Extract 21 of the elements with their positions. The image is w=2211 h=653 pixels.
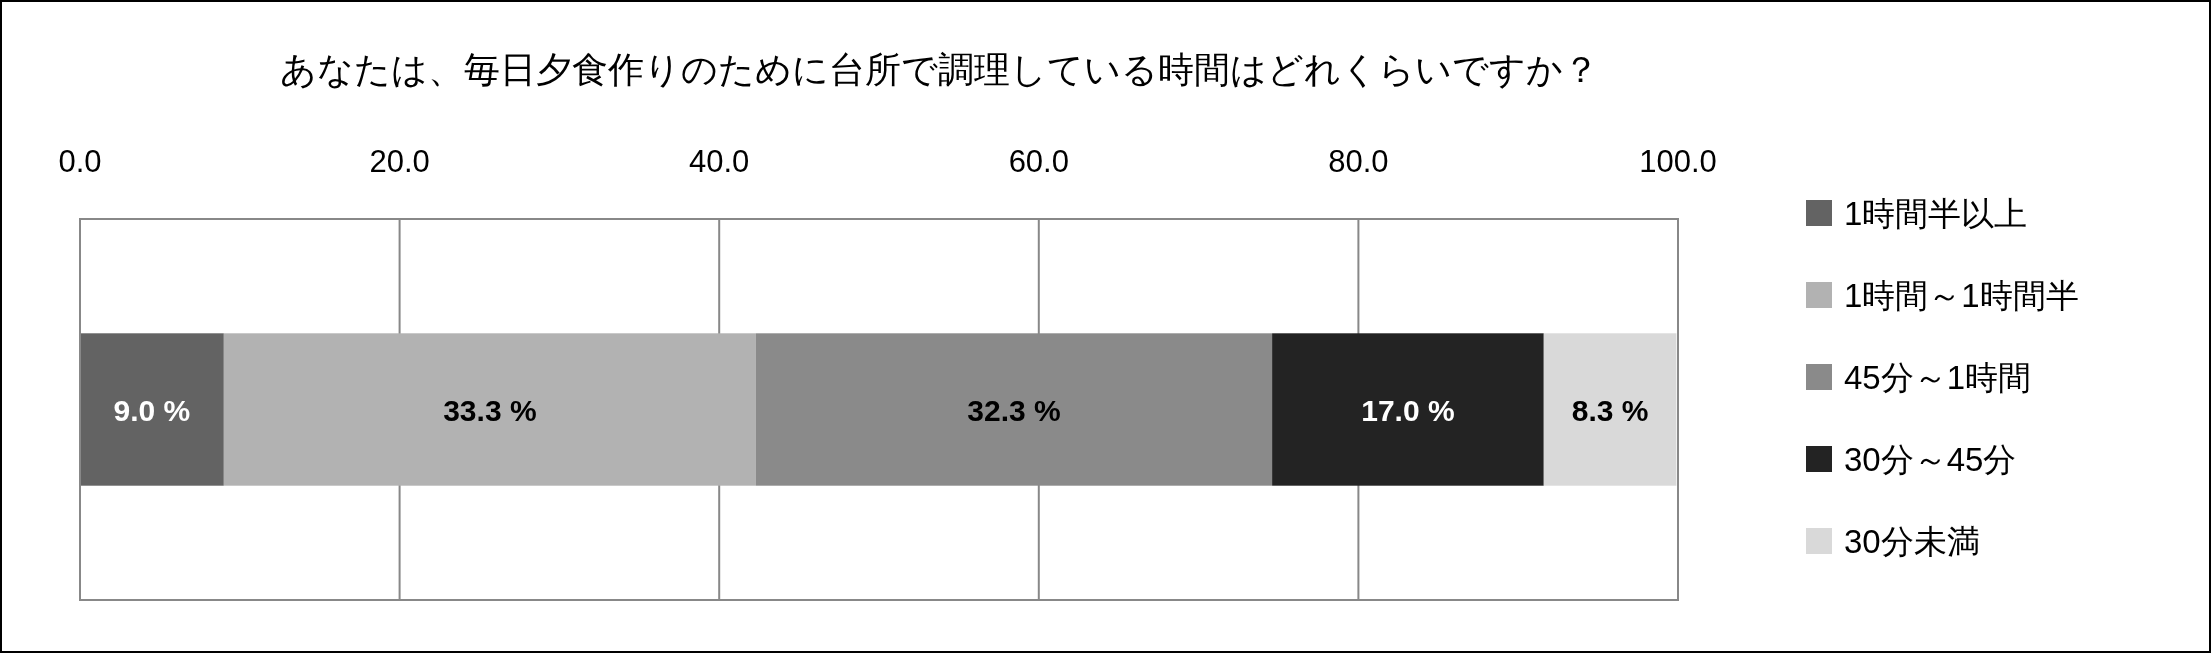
x-tick-label: 100.0 xyxy=(1639,144,1717,179)
data-label: 8.3 % xyxy=(1571,393,1649,427)
bar xyxy=(1272,333,1544,486)
data-label: 17.0 % xyxy=(1361,393,1455,427)
legend-label: 45分～1時間 xyxy=(1844,359,2032,396)
legend-label: 30分未満 xyxy=(1844,523,1980,560)
x-tick-label: 20.0 xyxy=(369,144,430,179)
legend-label: 1時間～1時間半 xyxy=(1844,277,2079,314)
data-label: 9.0 % xyxy=(113,393,191,427)
legend-label: 1時間半以上 xyxy=(1844,195,2028,232)
chart-title: あなたは、毎日夕食作りのために台所で調理している時間はどれくらいですか？ xyxy=(279,49,1599,90)
bar xyxy=(1543,333,1677,486)
x-tick-label: 60.0 xyxy=(1008,144,1069,179)
bar xyxy=(223,333,756,486)
data-label: 33.3 % xyxy=(443,393,537,427)
bar xyxy=(80,333,224,486)
data-label: 32.3 % xyxy=(967,393,1061,427)
legend-label: 30分～45分 xyxy=(1844,441,2017,478)
x-tick-label: 80.0 xyxy=(1328,144,1389,179)
x-tick-label: 0.0 xyxy=(58,144,102,179)
x-tick-label: 40.0 xyxy=(689,144,750,179)
